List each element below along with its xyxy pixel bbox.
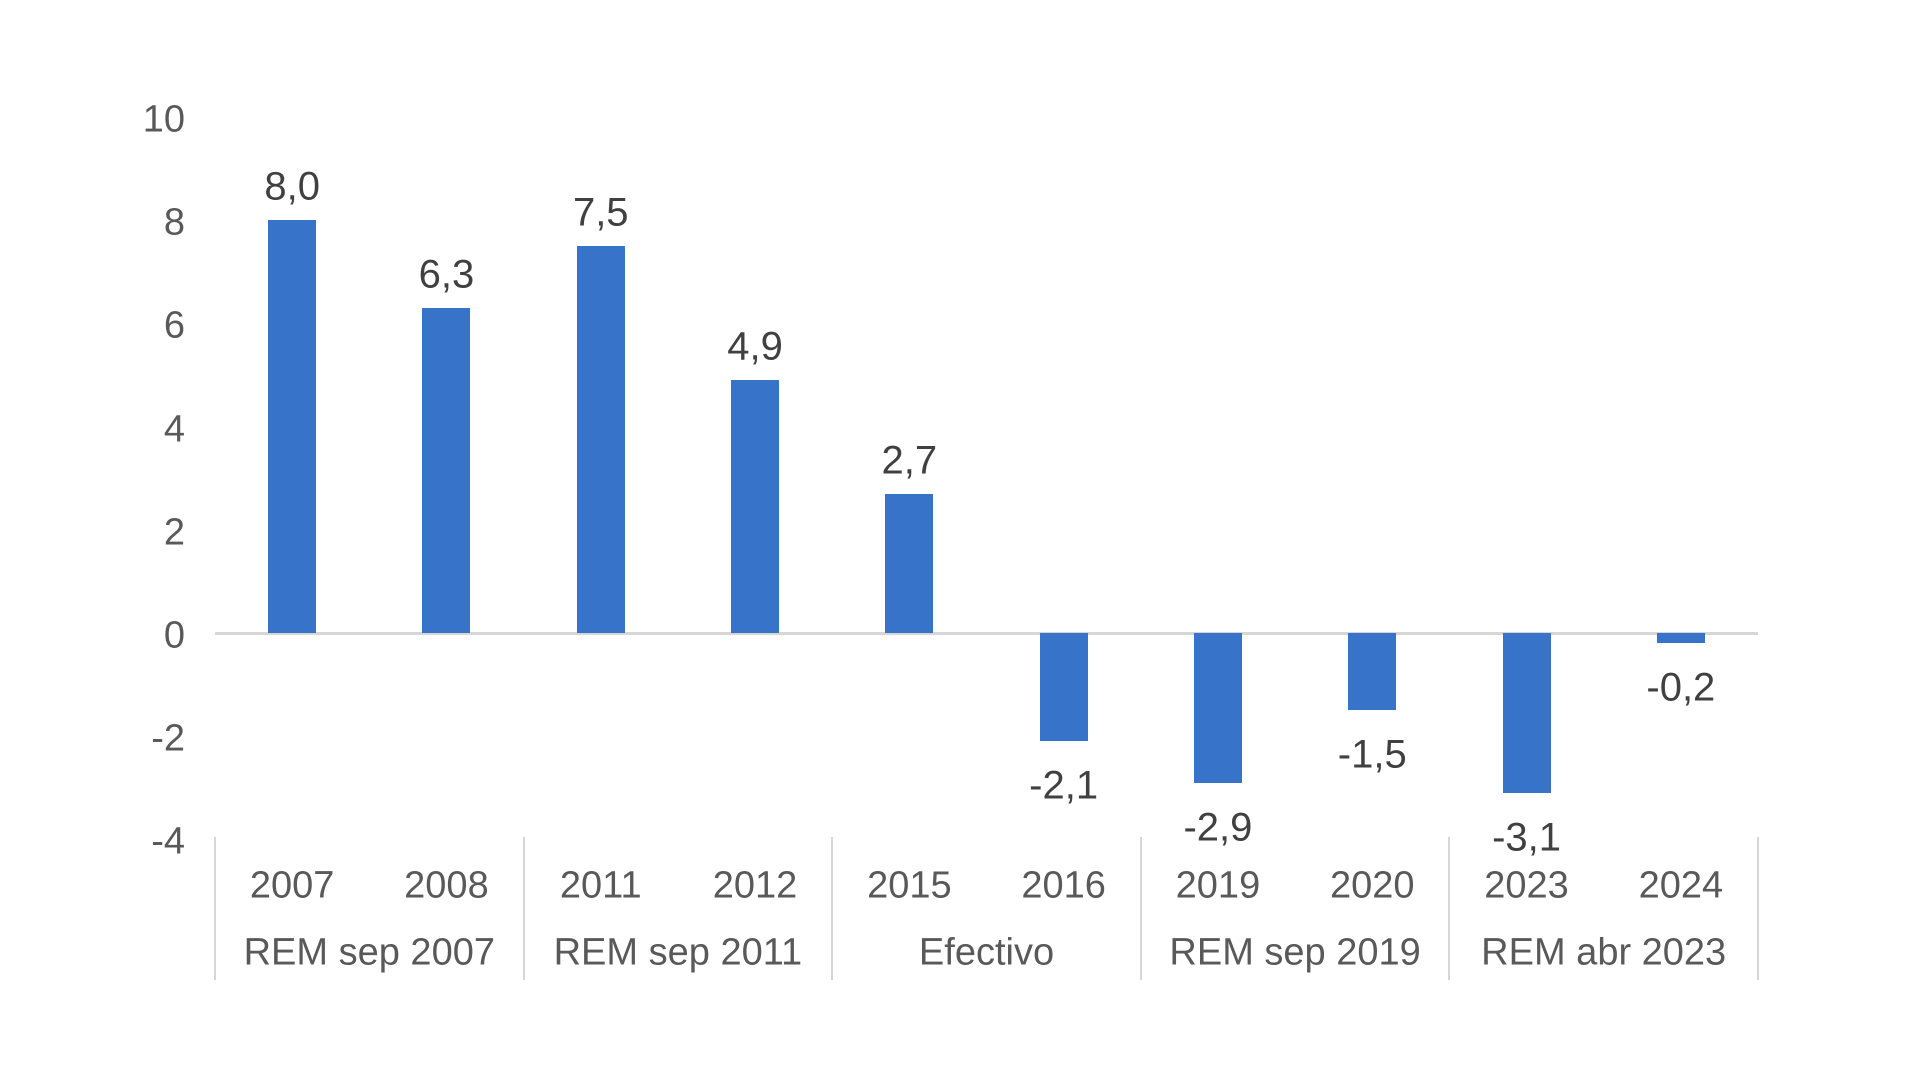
group-label: REM sep 2019 [1169, 931, 1421, 974]
bar-value-label: 6,3 [418, 252, 475, 297]
group-separator-line [1448, 837, 1451, 980]
x-axis-tick-label: 2020 [1329, 864, 1415, 907]
bar [1348, 633, 1397, 711]
bar-value-label: -2,9 [1183, 805, 1253, 850]
bar-value-label: -3,1 [1492, 815, 1562, 860]
x-axis-line [215, 631, 1758, 635]
group-separator-line [1139, 837, 1142, 980]
group-separator-line [1757, 837, 1759, 980]
bar [1039, 633, 1088, 742]
y-axis-tick-label: 6 [163, 304, 185, 347]
y-axis-tick-label: 8 [163, 201, 185, 244]
x-axis-tick-label: 2007 [249, 864, 335, 907]
bar-value-label: 2,7 [881, 438, 938, 483]
group-label: Efectivo [918, 931, 1055, 974]
bar-value-label: -1,5 [1337, 732, 1407, 777]
bar [731, 380, 780, 633]
x-axis-tick-label: 2019 [1175, 864, 1261, 907]
group-separator-line [522, 837, 525, 980]
group-label: REM sep 2011 [553, 931, 803, 974]
y-axis-tick-label: 2 [163, 511, 185, 554]
bar-value-label: -2,1 [1029, 763, 1099, 808]
y-axis-tick-label: 4 [163, 408, 185, 451]
bar-value-label: 8,0 [264, 164, 320, 209]
y-axis-tick-label: 10 [142, 98, 185, 141]
x-axis-tick-label: 2012 [712, 864, 798, 907]
bar [1193, 633, 1242, 783]
bar-value-label: -0,2 [1646, 665, 1716, 710]
bar [1502, 633, 1551, 793]
x-axis-tick-label: 2011 [559, 864, 642, 907]
group-separator-line [214, 837, 216, 980]
x-axis-tick-label: 2024 [1638, 864, 1724, 907]
group-label: REM abr 2023 [1481, 931, 1727, 974]
bar-value-label: 4,9 [727, 324, 783, 369]
x-axis-tick-label: 2008 [404, 864, 489, 907]
y-axis-tick-label: -2 [151, 717, 185, 760]
bar [268, 220, 317, 633]
x-axis-tick-label: 2016 [1021, 864, 1106, 907]
bar [576, 246, 625, 633]
group-separator-line [831, 837, 834, 980]
bar [422, 307, 471, 633]
y-axis-tick-label: -4 [151, 820, 185, 863]
y-axis-tick-label: 0 [163, 614, 185, 657]
x-axis-tick-label: 2015 [867, 864, 952, 907]
bar-value-label: 7,5 [572, 190, 629, 235]
group-label: REM sep 2007 [243, 931, 495, 974]
bar [1656, 633, 1705, 644]
x-axis-tick-label: 2023 [1484, 864, 1569, 907]
bar [885, 493, 934, 633]
